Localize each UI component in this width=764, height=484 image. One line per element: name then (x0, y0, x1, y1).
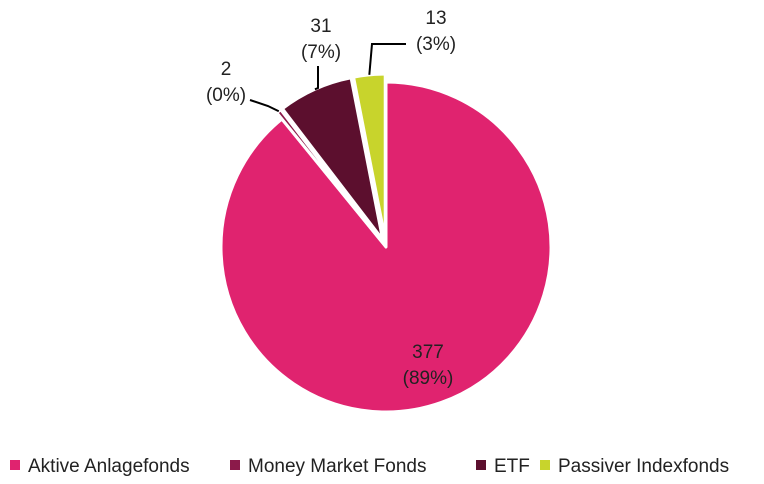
data-label-value-etf: 31 (310, 16, 331, 37)
data-labels: 377 (89%) 2 (0%) 31 (7%) 13 (3%) (206, 8, 456, 389)
legend-swatch-etf (476, 460, 486, 470)
pie-slice-aktive-anlagefonds (219, 80, 553, 414)
data-label-value-money-market-fonds: 2 (221, 59, 232, 80)
leader-line-passiver-indexfonds (368, 43, 406, 75)
leader-line-money-market-fonds (249, 99, 280, 113)
data-label-percent-passiver-indexfonds: (3%) (416, 34, 456, 55)
leader-lines (249, 43, 406, 113)
data-label-percent-etf: (7%) (301, 42, 341, 63)
legend-swatch-money-market-fonds (230, 460, 240, 470)
legend-swatch-passiver-indexfonds (540, 460, 550, 470)
data-label-value-aktive-anlagefonds: 377 (412, 342, 444, 363)
legend-label-aktive-anlagefonds: Aktive Anlagefonds (28, 456, 190, 477)
legend-label-money-market-fonds: Money Market Fonds (248, 456, 426, 477)
data-label-percent-aktive-anlagefonds: (89%) (403, 368, 454, 389)
leader-line-etf (314, 66, 319, 91)
data-label-value-passiver-indexfonds: 13 (425, 8, 446, 29)
legend-swatch-aktive-anlagefonds (10, 460, 20, 470)
pie-slices (219, 72, 553, 414)
pie-slice-etf (280, 76, 385, 242)
legend-label-passiver-indexfonds: Passiver Indexfonds (558, 456, 729, 477)
legend: Aktive Anlagefonds Money Market Fonds ET… (10, 456, 729, 477)
legend-label-etf: ETF (494, 456, 530, 477)
data-label-percent-money-market-fonds: (0%) (206, 85, 246, 106)
pie-slice-passiver-indexfonds (352, 72, 387, 241)
